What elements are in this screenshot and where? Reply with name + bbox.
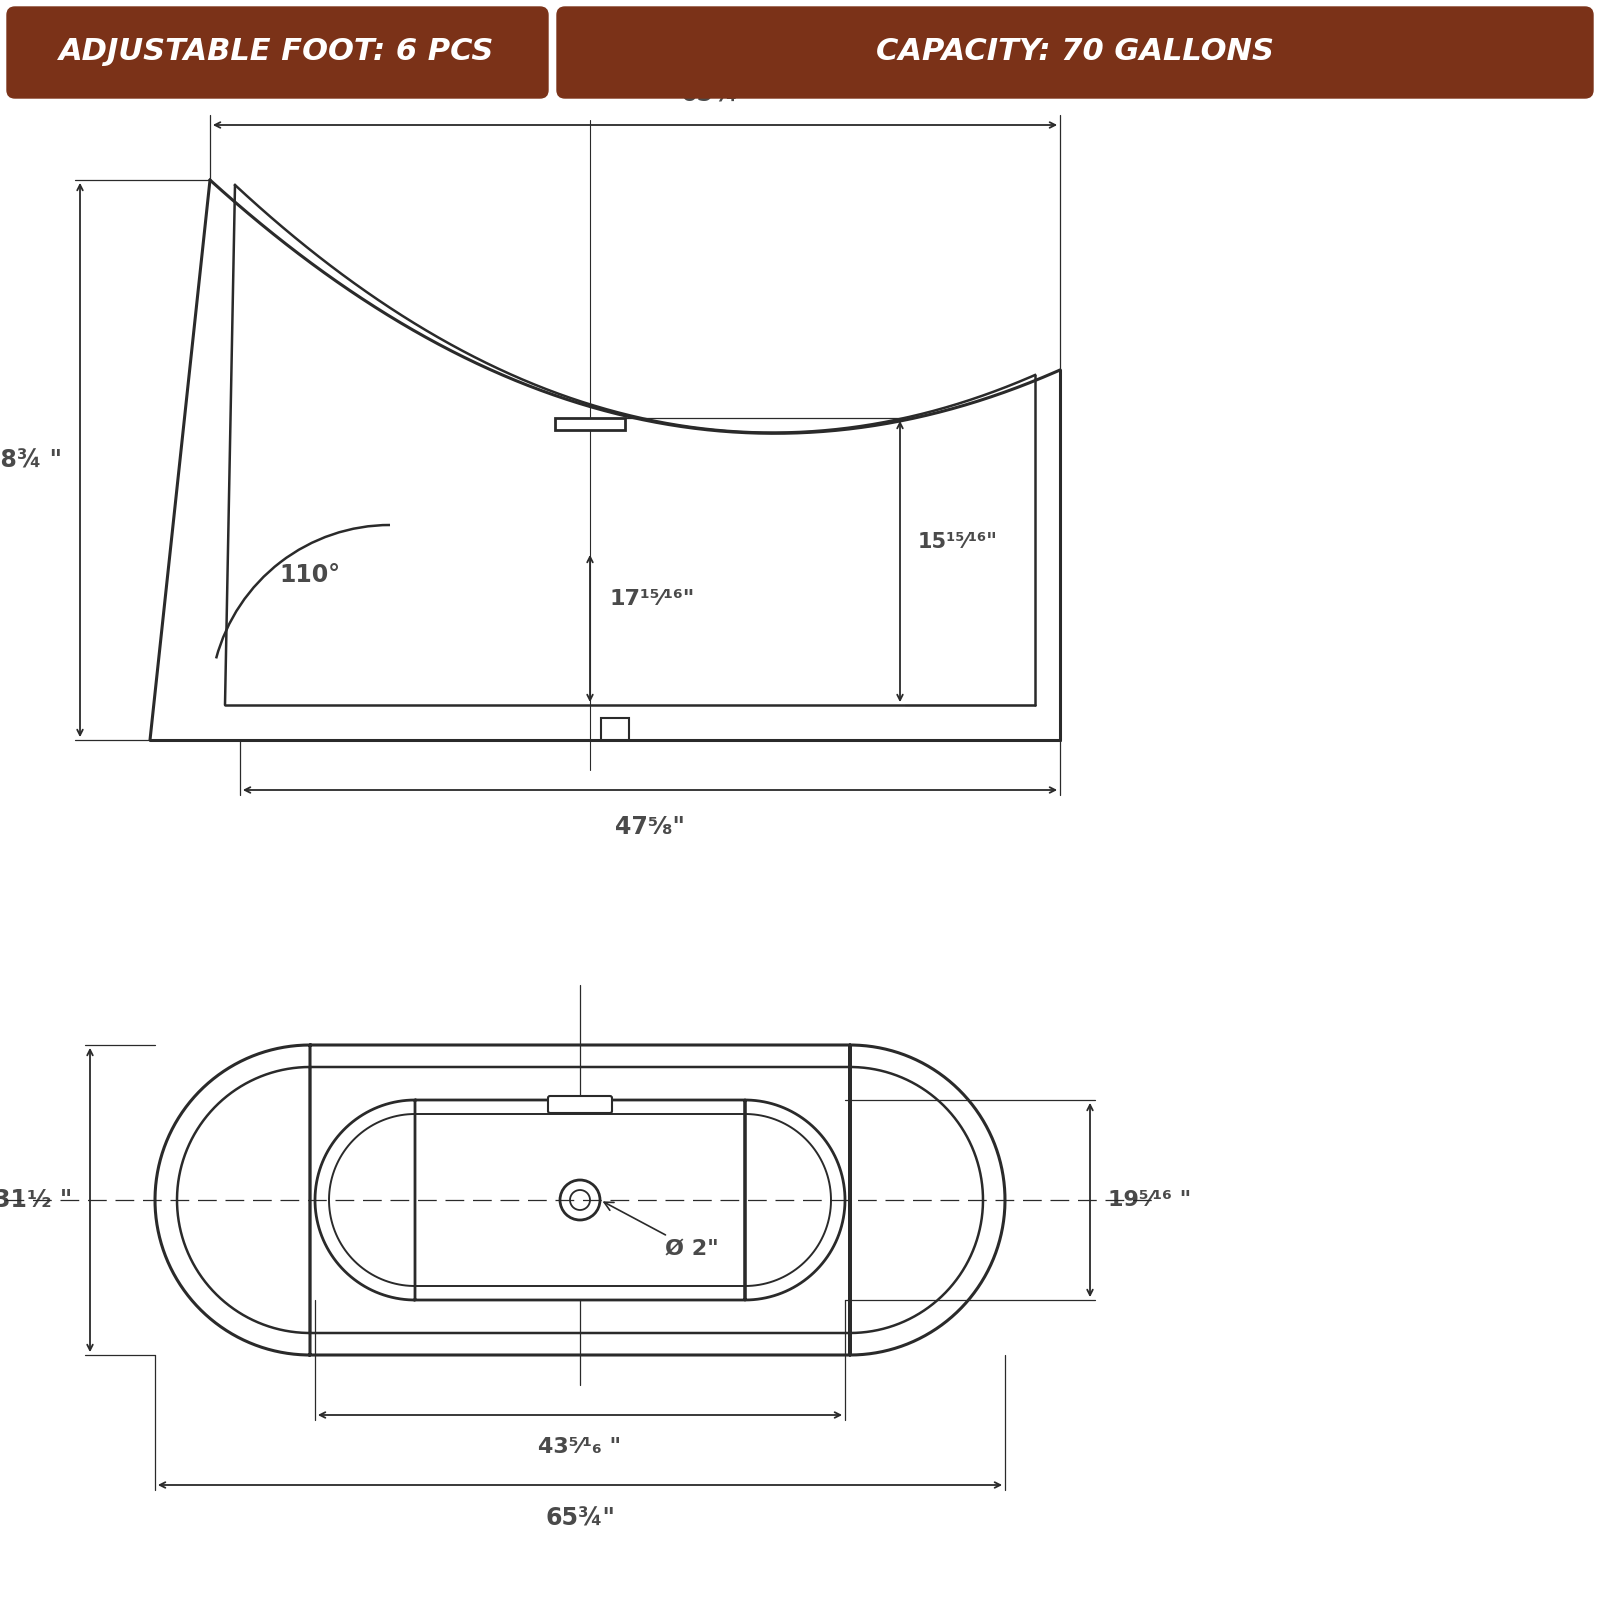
Text: 28¾ ": 28¾ " <box>0 448 62 472</box>
FancyBboxPatch shape <box>6 6 547 98</box>
FancyBboxPatch shape <box>547 1096 611 1114</box>
Text: 65¾": 65¾" <box>546 1507 614 1531</box>
Text: 110°: 110° <box>280 563 341 587</box>
Bar <box>602 718 629 739</box>
Polygon shape <box>315 1101 845 1299</box>
Text: ADJUSTABLE FOOT: 6 PCS: ADJUSTABLE FOOT: 6 PCS <box>59 37 494 67</box>
Polygon shape <box>150 179 1059 739</box>
Text: 19⁵⁄¹⁶ ": 19⁵⁄¹⁶ " <box>1107 1190 1192 1210</box>
Text: 31¹⁄₂ ": 31¹⁄₂ " <box>0 1187 72 1213</box>
Text: 43⁵⁄¹₆ ": 43⁵⁄¹₆ " <box>539 1437 621 1458</box>
Text: 17¹⁵⁄¹⁶": 17¹⁵⁄¹⁶" <box>610 589 696 610</box>
Text: 47⁵⁄₈": 47⁵⁄₈" <box>614 814 685 838</box>
Text: 15¹⁵⁄¹⁶": 15¹⁵⁄¹⁶" <box>918 531 998 552</box>
Text: Ø 2": Ø 2" <box>605 1202 718 1259</box>
Bar <box>555 418 626 430</box>
FancyBboxPatch shape <box>557 6 1594 98</box>
Text: CAPACITY: 70 GALLONS: CAPACITY: 70 GALLONS <box>877 37 1274 67</box>
Polygon shape <box>155 1045 1005 1355</box>
Text: 65¾": 65¾" <box>680 83 750 107</box>
